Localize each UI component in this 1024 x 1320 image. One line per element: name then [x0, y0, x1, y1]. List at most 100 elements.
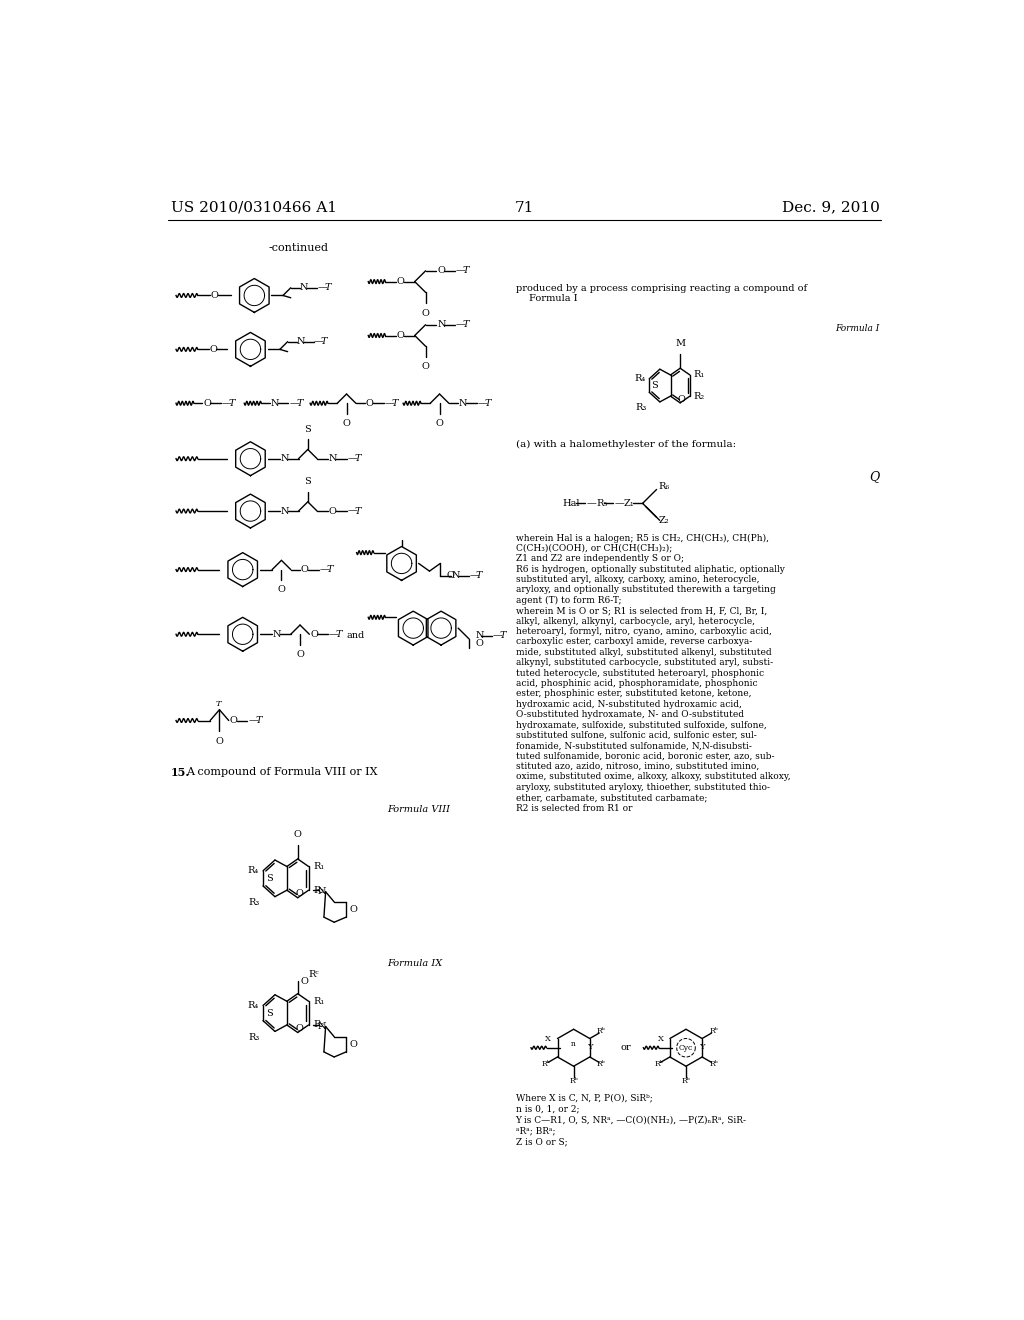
- Text: X: X: [657, 1035, 664, 1043]
- Text: R₁: R₁: [313, 862, 325, 871]
- Text: wherein M is O or S; R1 is selected from H, F, Cl, Br, I,: wherein M is O or S; R1 is selected from…: [515, 606, 767, 615]
- Text: alkyl, alkenyl, alkynyl, carbocycle, aryl, heterocycle,: alkyl, alkenyl, alkynyl, carbocycle, ary…: [515, 616, 755, 626]
- Text: —: —: [248, 715, 258, 725]
- Text: N: N: [317, 887, 327, 896]
- Text: N: N: [475, 631, 483, 640]
- Text: mide, substituted alkyl, substituted alkenyl, substituted: mide, substituted alkyl, substituted alk…: [515, 648, 771, 657]
- Text: ester, phosphinic ester, substituted ketone, ketone,: ester, phosphinic ester, substituted ket…: [515, 689, 751, 698]
- Text: T: T: [484, 399, 490, 408]
- Text: —: —: [222, 399, 231, 408]
- Text: Rᶜ: Rᶜ: [308, 970, 319, 979]
- Text: R₃: R₃: [249, 1034, 260, 1041]
- Text: —: —: [329, 630, 339, 639]
- Text: Formula I: Formula I: [529, 294, 579, 302]
- Text: —: —: [385, 399, 394, 408]
- Text: T: T: [216, 700, 221, 708]
- Text: O: O: [215, 738, 223, 746]
- Text: N: N: [317, 1022, 327, 1031]
- Text: N: N: [452, 572, 461, 581]
- Text: O: O: [475, 639, 483, 648]
- Text: R₂: R₂: [313, 1020, 325, 1030]
- Text: O: O: [278, 585, 286, 594]
- Text: N: N: [459, 399, 467, 408]
- Text: Z1 and Z2 are independently S or O;: Z1 and Z2 are independently S or O;: [515, 554, 683, 564]
- Text: Rᵇ: Rᵇ: [597, 1060, 605, 1068]
- Text: T: T: [255, 715, 261, 725]
- Text: Y: Y: [699, 1043, 705, 1051]
- Text: T: T: [391, 399, 398, 408]
- Text: Z₁: Z₁: [624, 499, 635, 508]
- Text: X: X: [546, 1035, 551, 1043]
- Text: O: O: [295, 1024, 303, 1034]
- Text: Formula I: Formula I: [836, 323, 880, 333]
- Text: 15.: 15.: [171, 767, 189, 777]
- Text: O: O: [350, 906, 357, 913]
- Text: O: O: [397, 331, 404, 341]
- Text: or: or: [621, 1043, 631, 1052]
- Text: T: T: [476, 572, 482, 581]
- Text: heteroaryl, formyl, nitro, cyano, amino, carboxylic acid,: heteroaryl, formyl, nitro, cyano, amino,…: [515, 627, 771, 636]
- Text: N: N: [297, 337, 305, 346]
- Text: —: —: [477, 399, 487, 408]
- Text: hydroxamic acid, N-substituted hydroxamic acid,: hydroxamic acid, N-substituted hydroxami…: [515, 700, 741, 709]
- Text: S: S: [304, 425, 311, 434]
- Text: aryloxy, substituted aryloxy, thioether, substituted thio-: aryloxy, substituted aryloxy, thioether,…: [515, 783, 769, 792]
- Text: T: T: [327, 565, 333, 574]
- Text: O: O: [229, 715, 238, 725]
- Text: T: T: [354, 507, 360, 516]
- Text: Q: Q: [869, 470, 880, 483]
- Text: R6 is hydrogen, optionally substituted aliphatic, optionally: R6 is hydrogen, optionally substituted a…: [515, 565, 784, 574]
- Text: O: O: [678, 395, 685, 404]
- Text: N: N: [437, 321, 445, 329]
- Text: R₁: R₁: [693, 371, 705, 379]
- Text: Z is O or S;: Z is O or S;: [515, 1137, 567, 1146]
- Text: —: —: [314, 337, 324, 346]
- Text: N: N: [270, 399, 280, 408]
- Text: Hal: Hal: [562, 499, 580, 508]
- Text: T: T: [463, 267, 469, 276]
- Text: T: T: [324, 284, 331, 292]
- Text: O: O: [422, 309, 429, 318]
- Text: produced by a process comprising reacting a compound of: produced by a process comprising reactin…: [515, 284, 807, 293]
- Text: Rᵇ: Rᵇ: [542, 1060, 551, 1068]
- Text: —: —: [470, 572, 479, 581]
- Text: N: N: [273, 630, 282, 639]
- Text: Rᵇ: Rᵇ: [569, 1077, 578, 1085]
- Text: T: T: [500, 631, 506, 640]
- Text: R₄: R₄: [247, 1001, 258, 1010]
- Text: R₄: R₄: [634, 375, 645, 383]
- Text: Y: Y: [587, 1043, 593, 1051]
- Text: O: O: [294, 830, 302, 840]
- Text: —: —: [456, 267, 466, 276]
- Text: tuted sulfonamide, boronic acid, boronic ester, azo, sub-: tuted sulfonamide, boronic acid, boronic…: [515, 751, 774, 760]
- Text: O: O: [301, 565, 308, 574]
- Text: T: T: [321, 337, 328, 346]
- Text: R₃: R₃: [636, 403, 647, 412]
- Text: O: O: [422, 363, 429, 371]
- Text: n is 0, 1, or 2;: n is 0, 1, or 2;: [515, 1105, 579, 1114]
- Text: T: T: [228, 399, 236, 408]
- Text: O: O: [397, 277, 404, 286]
- Text: and: and: [346, 631, 365, 640]
- Text: R₂: R₂: [693, 392, 705, 401]
- Text: ether, carbamate, substituted carbamate;: ether, carbamate, substituted carbamate;: [515, 793, 707, 803]
- Text: —: —: [347, 507, 357, 516]
- Text: O: O: [350, 1040, 357, 1049]
- Text: agent (T) to form R6-T;: agent (T) to form R6-T;: [515, 595, 621, 605]
- Text: T: T: [354, 454, 360, 463]
- Text: O: O: [203, 399, 211, 408]
- Text: O-substituted hydroxamate, N- and O-substituted: O-substituted hydroxamate, N- and O-subs…: [515, 710, 743, 719]
- Text: S: S: [266, 874, 272, 883]
- Text: fonamide, N-substituted sulfonamide, N,N-disubsti-: fonamide, N-substituted sulfonamide, N,N…: [515, 742, 752, 750]
- Text: —: —: [456, 321, 466, 329]
- Text: O: O: [211, 290, 219, 300]
- Text: T: T: [296, 399, 303, 408]
- Text: US 2010/0310466 A1: US 2010/0310466 A1: [171, 201, 337, 215]
- Text: Cyc: Cyc: [679, 1044, 693, 1052]
- Text: R₂: R₂: [313, 886, 325, 895]
- Text: R₃: R₃: [249, 898, 260, 907]
- Text: N: N: [329, 454, 337, 463]
- Text: O: O: [310, 630, 318, 639]
- Text: —: —: [289, 399, 299, 408]
- Text: Formula IX: Formula IX: [388, 960, 442, 968]
